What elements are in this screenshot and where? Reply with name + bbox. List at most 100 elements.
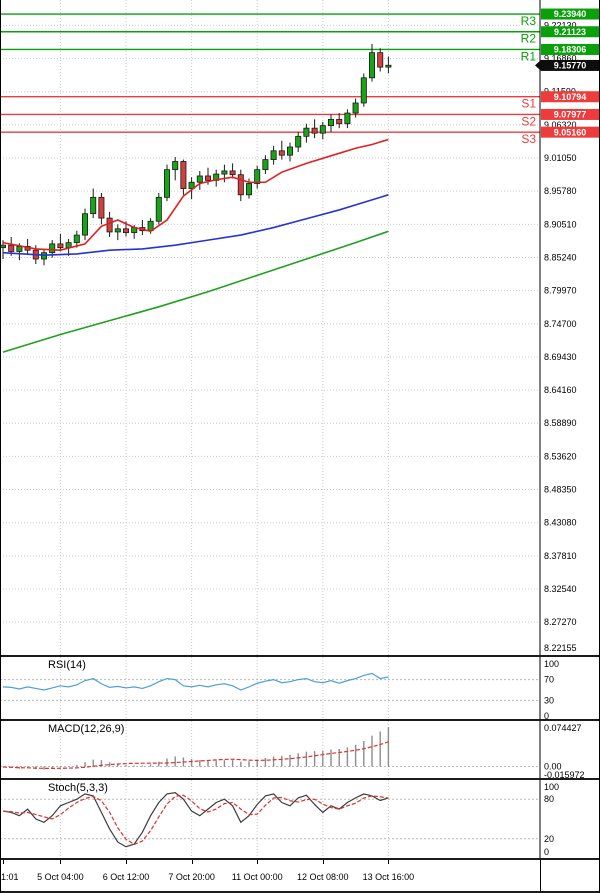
price-level-badge bbox=[541, 126, 599, 138]
price-tick-label: 8.32540 bbox=[544, 584, 577, 594]
bear-candle bbox=[106, 217, 113, 233]
bear-candle bbox=[311, 127, 318, 134]
bull-candle bbox=[221, 170, 228, 175]
price-level-badge bbox=[541, 8, 599, 20]
main-price-panel[interactable]: 9.221309.168609.115909.063209.010508.957… bbox=[0, 0, 600, 655]
bear-candle bbox=[123, 228, 130, 233]
bear-candle bbox=[98, 196, 105, 219]
bull-candle bbox=[303, 127, 310, 137]
bull-candle bbox=[344, 112, 351, 125]
s1-level-label: S1 bbox=[521, 97, 536, 111]
bull-candle bbox=[286, 146, 293, 156]
indicator-axis-label: 30 bbox=[544, 695, 554, 705]
stoch-d-line bbox=[2, 794, 389, 845]
time-axis-label: 6 Oct 12:00 bbox=[102, 872, 150, 882]
rsi-indicator-label: RSI(14) bbox=[48, 659, 86, 671]
indicator-axis-label: 20 bbox=[544, 834, 554, 844]
price-tick-label: 8.58890 bbox=[544, 418, 577, 428]
bull-candle bbox=[254, 169, 261, 184]
price-tick-label: 9.16860 bbox=[544, 54, 577, 64]
stoch-k-line bbox=[2, 791, 389, 848]
bull-candle bbox=[114, 228, 121, 233]
bull-candle bbox=[385, 64, 392, 68]
bear-candle bbox=[57, 243, 64, 249]
time-axis-label: 11 Oct 00:00 bbox=[231, 872, 283, 882]
price-tick-label: 8.48350 bbox=[544, 485, 577, 495]
stoch-indicator-label: Stoch(5,3,3) bbox=[48, 782, 108, 794]
time-axis-tick bbox=[322, 860, 324, 864]
price-level-badge bbox=[541, 43, 599, 55]
bear-candle bbox=[204, 175, 211, 181]
current-price-badge bbox=[541, 59, 599, 71]
price-tick-label: 8.95780 bbox=[544, 186, 577, 196]
bear-candle bbox=[336, 118, 343, 125]
price-tick-label: 8.43080 bbox=[544, 518, 577, 528]
s3-level-label: S3 bbox=[521, 132, 536, 146]
bull-candle bbox=[245, 183, 252, 196]
bull-candle bbox=[49, 243, 56, 254]
rsi-panel[interactable]: 100 70 30 0 bbox=[0, 657, 600, 719]
stoch-panel[interactable]: 100 80 20 0 bbox=[0, 780, 600, 858]
price-level-badge-text: 9.07977 bbox=[554, 110, 587, 120]
bear-candle bbox=[377, 52, 384, 68]
time-axis-label: 12 Oct 08:00 bbox=[297, 872, 349, 882]
bull-candle bbox=[90, 196, 97, 215]
time-axis-tick bbox=[3, 860, 4, 864]
bull-candle bbox=[360, 77, 367, 104]
bull-candle bbox=[352, 102, 359, 114]
bull-candle bbox=[16, 246, 23, 252]
panel-separator bbox=[0, 858, 600, 860]
price-level-badge-text: 9.10794 bbox=[554, 92, 587, 102]
bull-candle bbox=[172, 161, 179, 171]
time-axis: 1:01 5 Oct 04:00 6 Oct 12:00 7 Oct 20:00 11 … bbox=[0, 860, 600, 891]
medium-moving-average bbox=[2, 194, 389, 257]
price-tick-label: 8.22155 bbox=[544, 643, 577, 653]
time-axis-tick bbox=[60, 860, 62, 864]
bull-candle bbox=[188, 181, 195, 189]
bull-candle bbox=[163, 169, 170, 198]
r2-level-label: R2 bbox=[521, 32, 537, 46]
price-level-badge bbox=[541, 108, 599, 120]
price-tick-label: 8.69430 bbox=[544, 352, 577, 362]
macd-panel[interactable]: 0.074427 0.00-0.015972 bbox=[0, 721, 600, 778]
bull-candle bbox=[270, 150, 277, 160]
price-tick-label: 8.74700 bbox=[544, 319, 577, 329]
current-price-text: 9.15770 bbox=[554, 61, 587, 71]
price-level-badge-text: 9.05160 bbox=[554, 127, 587, 137]
bull-candle bbox=[295, 135, 302, 148]
price-tick-label: 8.90510 bbox=[544, 219, 577, 229]
rsi-line bbox=[2, 672, 389, 691]
time-axis-label: 13 Oct 16:00 bbox=[362, 872, 415, 882]
bull-candle bbox=[73, 234, 80, 244]
bull-candle bbox=[327, 118, 334, 127]
indicator-axis-label: 0.00 bbox=[544, 762, 562, 772]
bull-candle bbox=[319, 125, 326, 134]
panel-separator bbox=[0, 655, 600, 657]
left-border bbox=[0, 0, 1, 893]
price-tick-label: 9.06320 bbox=[544, 120, 577, 130]
time-axis-label: 5 Oct 04:00 bbox=[37, 872, 84, 882]
macd-indicator-label: MACD(12,26,9) bbox=[48, 723, 125, 735]
indicator-axis-label: 100 bbox=[544, 782, 559, 792]
bull-candle bbox=[0, 244, 6, 249]
time-axis-tick bbox=[257, 860, 259, 864]
price-tick-label: 8.27270 bbox=[544, 617, 577, 627]
bear-candle bbox=[229, 170, 236, 176]
indicator-axis-label: 0.074427 bbox=[544, 723, 582, 733]
time-axis-label: 1:01 bbox=[1, 872, 19, 882]
price-tick-label: 8.85240 bbox=[544, 252, 577, 262]
price-tick-label: 9.22130 bbox=[544, 20, 577, 30]
r3-level-label: R3 bbox=[521, 14, 537, 28]
bull-candle bbox=[82, 213, 89, 236]
current-price-arrow bbox=[535, 59, 541, 71]
price-tick-label: 8.53620 bbox=[544, 451, 577, 461]
bull-candle bbox=[196, 175, 203, 183]
price-tick-label: 8.64160 bbox=[544, 385, 577, 395]
bear-candle bbox=[8, 244, 15, 252]
price-level-badge-text: 9.21123 bbox=[554, 27, 586, 37]
panel-separator bbox=[0, 778, 600, 780]
s2-level-label: S2 bbox=[521, 114, 536, 128]
slow-moving-average bbox=[2, 230, 389, 353]
bottom-border bbox=[0, 891, 600, 893]
